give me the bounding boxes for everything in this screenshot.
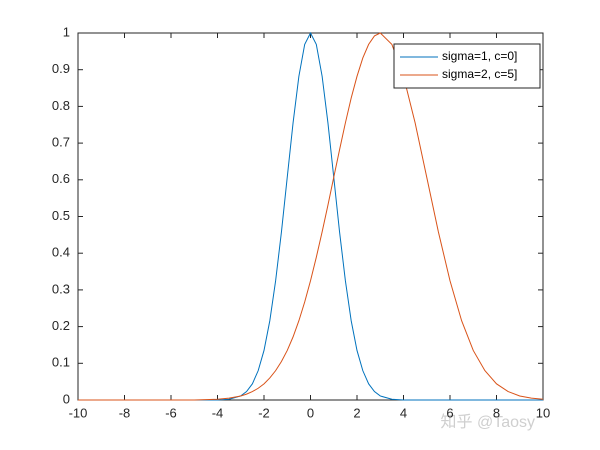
y-tick-label: 0.9: [52, 61, 70, 76]
x-tick-label: 6: [446, 405, 453, 420]
x-tick-label: -10: [69, 405, 88, 420]
x-tick-label: 2: [353, 405, 360, 420]
x-tick-label: 8: [493, 405, 500, 420]
legend: sigma=1, c=0] sigma=2, c=5]: [393, 43, 541, 89]
y-tick-label: 0.1: [52, 355, 70, 370]
legend-label: sigma=1, c=0]: [442, 49, 517, 63]
y-tick-label: 0.7: [52, 135, 70, 150]
x-tick-label: 0: [307, 405, 314, 420]
y-tick-label: 0: [63, 391, 70, 406]
x-tick-label: 10: [536, 405, 550, 420]
y-tick-label: 0.6: [52, 171, 70, 186]
y-tick-label: 0.4: [52, 245, 70, 260]
x-tick-label: -8: [119, 405, 131, 420]
x-tick-label: -6: [165, 405, 177, 420]
legend-label: sigma=2, c=5]: [442, 67, 517, 81]
y-tick-label: 0.5: [52, 208, 70, 223]
series-line: [78, 32, 544, 401]
y-tick-label: 0.3: [52, 281, 70, 296]
y-tick-label: 0.2: [52, 318, 70, 333]
x-tick-label: -4: [212, 405, 224, 420]
plot-frame: [77, 32, 544, 401]
watermark: 知乎 @Taosy: [441, 413, 536, 431]
y-tick-label: 1: [63, 24, 70, 39]
y-tick-label: 0.8: [52, 98, 70, 113]
x-tick-label: -2: [258, 405, 270, 420]
legend-box: [393, 43, 541, 89]
x-tick-label: 4: [400, 405, 407, 420]
